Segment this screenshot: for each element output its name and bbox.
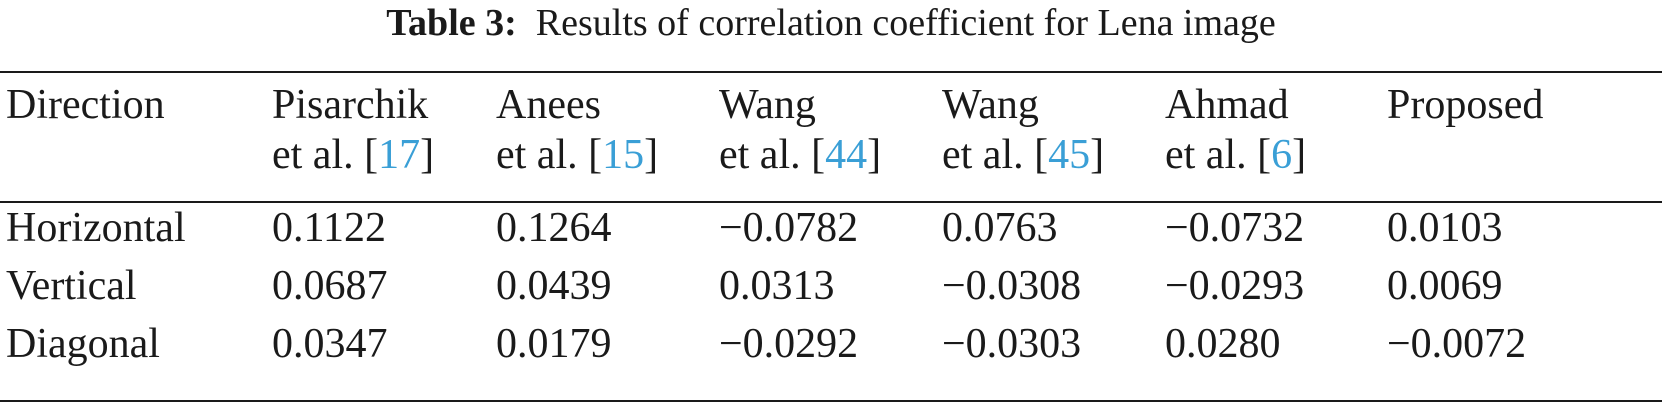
citation-suffix: ] [420, 132, 435, 178]
row-label: Vertical [6, 263, 137, 309]
table-cell: 0.1122 [272, 205, 386, 251]
table-cell: 0.1264 [496, 205, 612, 251]
table-cell: −0.0732 [1165, 205, 1305, 251]
table-caption: Table 3: Results of correlation coeffici… [0, 0, 1662, 50]
citation-prefix: et al. [ [942, 132, 1049, 178]
column-header: Pisarchik [272, 82, 429, 128]
citation-prefix: et al. [ [719, 132, 826, 178]
column-header: Ahmad [1165, 82, 1289, 128]
table-cell: 0.0179 [496, 321, 612, 367]
table-cell: 0.0763 [942, 205, 1058, 251]
citation-suffix: ] [867, 132, 882, 178]
citation-ref-link[interactable]: 6 [1271, 132, 1293, 178]
table-cell: −0.0292 [719, 321, 859, 367]
citation-ref-link[interactable]: 45 [1048, 132, 1091, 178]
table-cell: −0.0293 [1165, 263, 1305, 309]
column-header-citation: et al. [17] [272, 130, 434, 180]
table-caption-text: Results of correlation coefficient for L… [535, 2, 1276, 44]
citation-ref-link[interactable]: 17 [378, 132, 421, 178]
citation-suffix: ] [1292, 132, 1307, 178]
citation-prefix: et al. [ [272, 132, 379, 178]
table-bottom-rule [0, 400, 1662, 402]
table-cell: 0.0069 [1387, 263, 1503, 309]
table-cell: −0.0308 [942, 263, 1082, 309]
table-cell: −0.0072 [1387, 321, 1527, 367]
table-top-rule [0, 71, 1662, 73]
column-header-citation: et al. [44] [719, 130, 881, 180]
table-cell: 0.0687 [272, 263, 388, 309]
citation-ref-link[interactable]: 15 [602, 132, 645, 178]
column-header: Anees [496, 82, 601, 128]
citation-prefix: et al. [ [1165, 132, 1272, 178]
table-cell: 0.0103 [1387, 205, 1503, 251]
citation-prefix: et al. [ [496, 132, 603, 178]
column-header: Proposed [1387, 82, 1544, 128]
table-caption-label: Table 3: [386, 2, 517, 44]
table-cell: −0.0782 [719, 205, 859, 251]
citation-suffix: ] [1090, 132, 1105, 178]
column-header: Wang [942, 82, 1039, 128]
row-label: Horizontal [6, 205, 186, 251]
column-header-citation: et al. [45] [942, 130, 1104, 180]
column-header-citation: et al. [6] [1165, 130, 1306, 180]
column-header: Wang [719, 82, 816, 128]
table-cell: 0.0313 [719, 263, 835, 309]
citation-ref-link[interactable]: 44 [825, 132, 868, 178]
row-label: Diagonal [6, 321, 160, 367]
table-cell: 0.0347 [272, 321, 388, 367]
citation-suffix: ] [644, 132, 659, 178]
table-cell: 0.0280 [1165, 321, 1281, 367]
table-header-rule [0, 201, 1662, 203]
column-header-citation: et al. [15] [496, 130, 658, 180]
table-cell: 0.0439 [496, 263, 612, 309]
table-cell: −0.0303 [942, 321, 1082, 367]
column-header: Direction [6, 82, 165, 128]
